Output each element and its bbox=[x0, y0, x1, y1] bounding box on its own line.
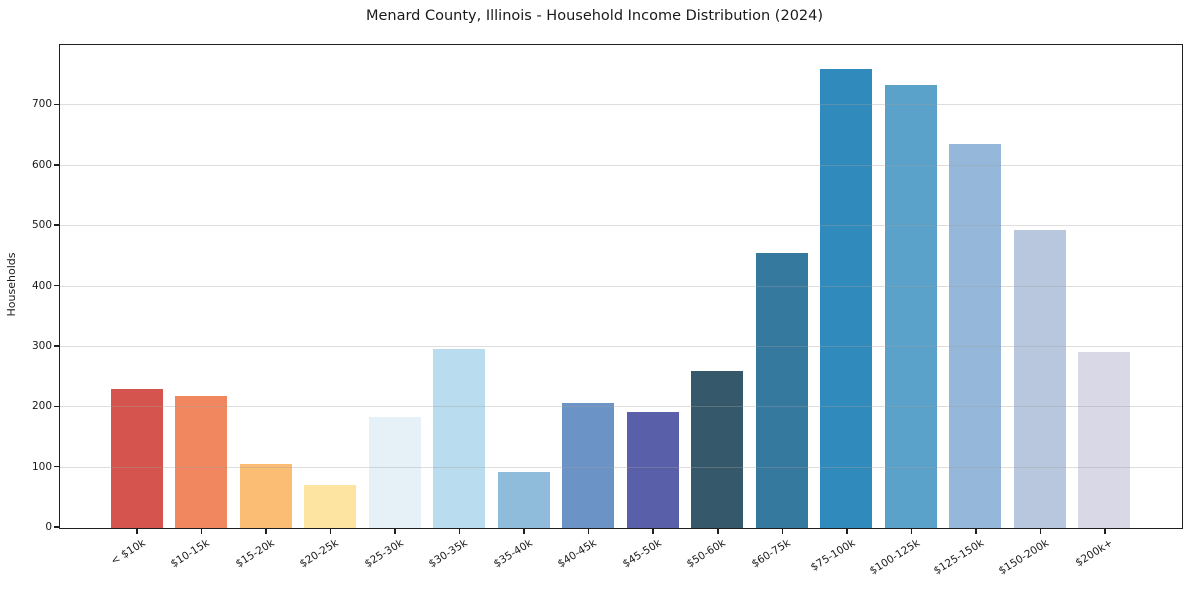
y-tick-mark-700 bbox=[54, 103, 59, 106]
bar-$45-50k bbox=[626, 412, 679, 528]
gridline-500 bbox=[60, 225, 1182, 227]
x-tick-label-$45-50k: $45-50k bbox=[620, 537, 664, 571]
x-tick-label-$40-45k: $40-45k bbox=[555, 537, 600, 571]
x-tick-label-$50-60k: $50-60k bbox=[685, 537, 729, 571]
y-tick-label-200: 200 bbox=[31, 400, 52, 413]
x-tick-mark-$150-200k bbox=[1039, 528, 1042, 534]
bar-$50-60k bbox=[691, 371, 744, 528]
y-tick-label-0: 0 bbox=[45, 521, 52, 533]
y-tick-mark-100 bbox=[54, 465, 59, 468]
bar-$10-15k bbox=[175, 396, 228, 528]
x-tick-mark-$30-35k bbox=[458, 528, 461, 534]
bar-$200k+ bbox=[1078, 352, 1131, 528]
y-tick-mark-600 bbox=[54, 164, 59, 166]
x-tick-mark-$20-25k bbox=[329, 528, 332, 534]
bar-$150-200k bbox=[1013, 230, 1066, 528]
bar-$30-35k bbox=[433, 348, 486, 528]
x-tick-mark-$40-45k bbox=[587, 528, 590, 534]
chart-title: Menard County, Illinois - Household Inco… bbox=[365, 8, 824, 24]
y-tick-mark-0 bbox=[54, 526, 59, 528]
plot-area bbox=[59, 44, 1183, 529]
bar-$60-75k bbox=[755, 253, 808, 528]
y-tick-mark-400 bbox=[54, 284, 59, 287]
y-tick-label-400: 400 bbox=[31, 279, 52, 292]
bar-$20-25k bbox=[304, 485, 357, 528]
x-tick-label-$15-20k: $15-20k bbox=[233, 537, 277, 571]
x-tick-mark-$35-40k bbox=[523, 528, 525, 534]
bar-$40-45k bbox=[562, 403, 615, 528]
bar-$125-150k bbox=[949, 144, 1002, 528]
bar-< $10k bbox=[110, 389, 163, 528]
y-tick-label-100: 100 bbox=[31, 460, 52, 473]
x-tick-mark-$15-20k bbox=[265, 528, 267, 534]
gridline-700 bbox=[60, 104, 1182, 106]
bar-$25-30k bbox=[368, 416, 421, 528]
gridline-300 bbox=[60, 345, 1182, 347]
y-tick-mark-300 bbox=[54, 345, 59, 347]
x-tick-label-$25-30k: $25-30k bbox=[362, 537, 406, 571]
x-tick-label-$150-200k: $150-200k bbox=[996, 537, 1051, 578]
x-tick-mark-$75-100k bbox=[846, 528, 848, 534]
x-tick-label-$125-150k: $125-150k bbox=[931, 537, 987, 578]
gridline-100 bbox=[60, 466, 1182, 468]
y-tick-label-500: 500 bbox=[31, 219, 52, 232]
y-tick-label-700: 700 bbox=[31, 98, 52, 111]
gridline-200 bbox=[60, 406, 1182, 408]
x-tick-mark-$100-125k bbox=[910, 528, 913, 534]
x-tick-mark-$50-60k bbox=[717, 528, 719, 534]
x-tick-mark-$25-30k bbox=[394, 528, 396, 534]
y-tick-label-300: 300 bbox=[31, 339, 52, 352]
x-tick-mark-$10-15k bbox=[200, 528, 203, 534]
x-tick-label-$30-35k: $30-35k bbox=[426, 537, 470, 571]
bar-$100-125k bbox=[884, 85, 937, 528]
bar-$15-20k bbox=[239, 464, 292, 528]
gridline-400 bbox=[60, 285, 1182, 287]
x-tick-label-< $10k: < $10k bbox=[108, 537, 148, 568]
gridline-600 bbox=[60, 164, 1182, 166]
x-tick-label-$200k+: $200k+ bbox=[1073, 537, 1116, 570]
y-tick-mark-500 bbox=[54, 224, 59, 226]
x-tick-label-$75-100k: $75-100k bbox=[808, 537, 858, 574]
x-tick-label-$60-75k: $60-75k bbox=[749, 537, 793, 571]
x-tick-label-$100-125k: $100-125k bbox=[867, 537, 922, 578]
x-tick-mark-$60-75k bbox=[781, 528, 784, 534]
x-tick-label-$10-15k: $10-15k bbox=[168, 537, 212, 571]
x-tick-mark-$45-50k bbox=[652, 528, 654, 534]
bar-$75-100k bbox=[820, 69, 873, 528]
x-tick-label-$35-40k: $35-40k bbox=[491, 537, 535, 571]
y-tick-mark-200 bbox=[54, 405, 59, 407]
x-tick-mark-$125-150k bbox=[975, 528, 977, 534]
bar-$35-40k bbox=[497, 472, 550, 528]
x-tick-label-$20-25k: $20-25k bbox=[297, 537, 341, 571]
y-tick-label-600: 600 bbox=[31, 158, 52, 171]
x-tick-mark-< $10k bbox=[136, 528, 138, 534]
x-tick-mark-$200k+ bbox=[1104, 528, 1106, 534]
